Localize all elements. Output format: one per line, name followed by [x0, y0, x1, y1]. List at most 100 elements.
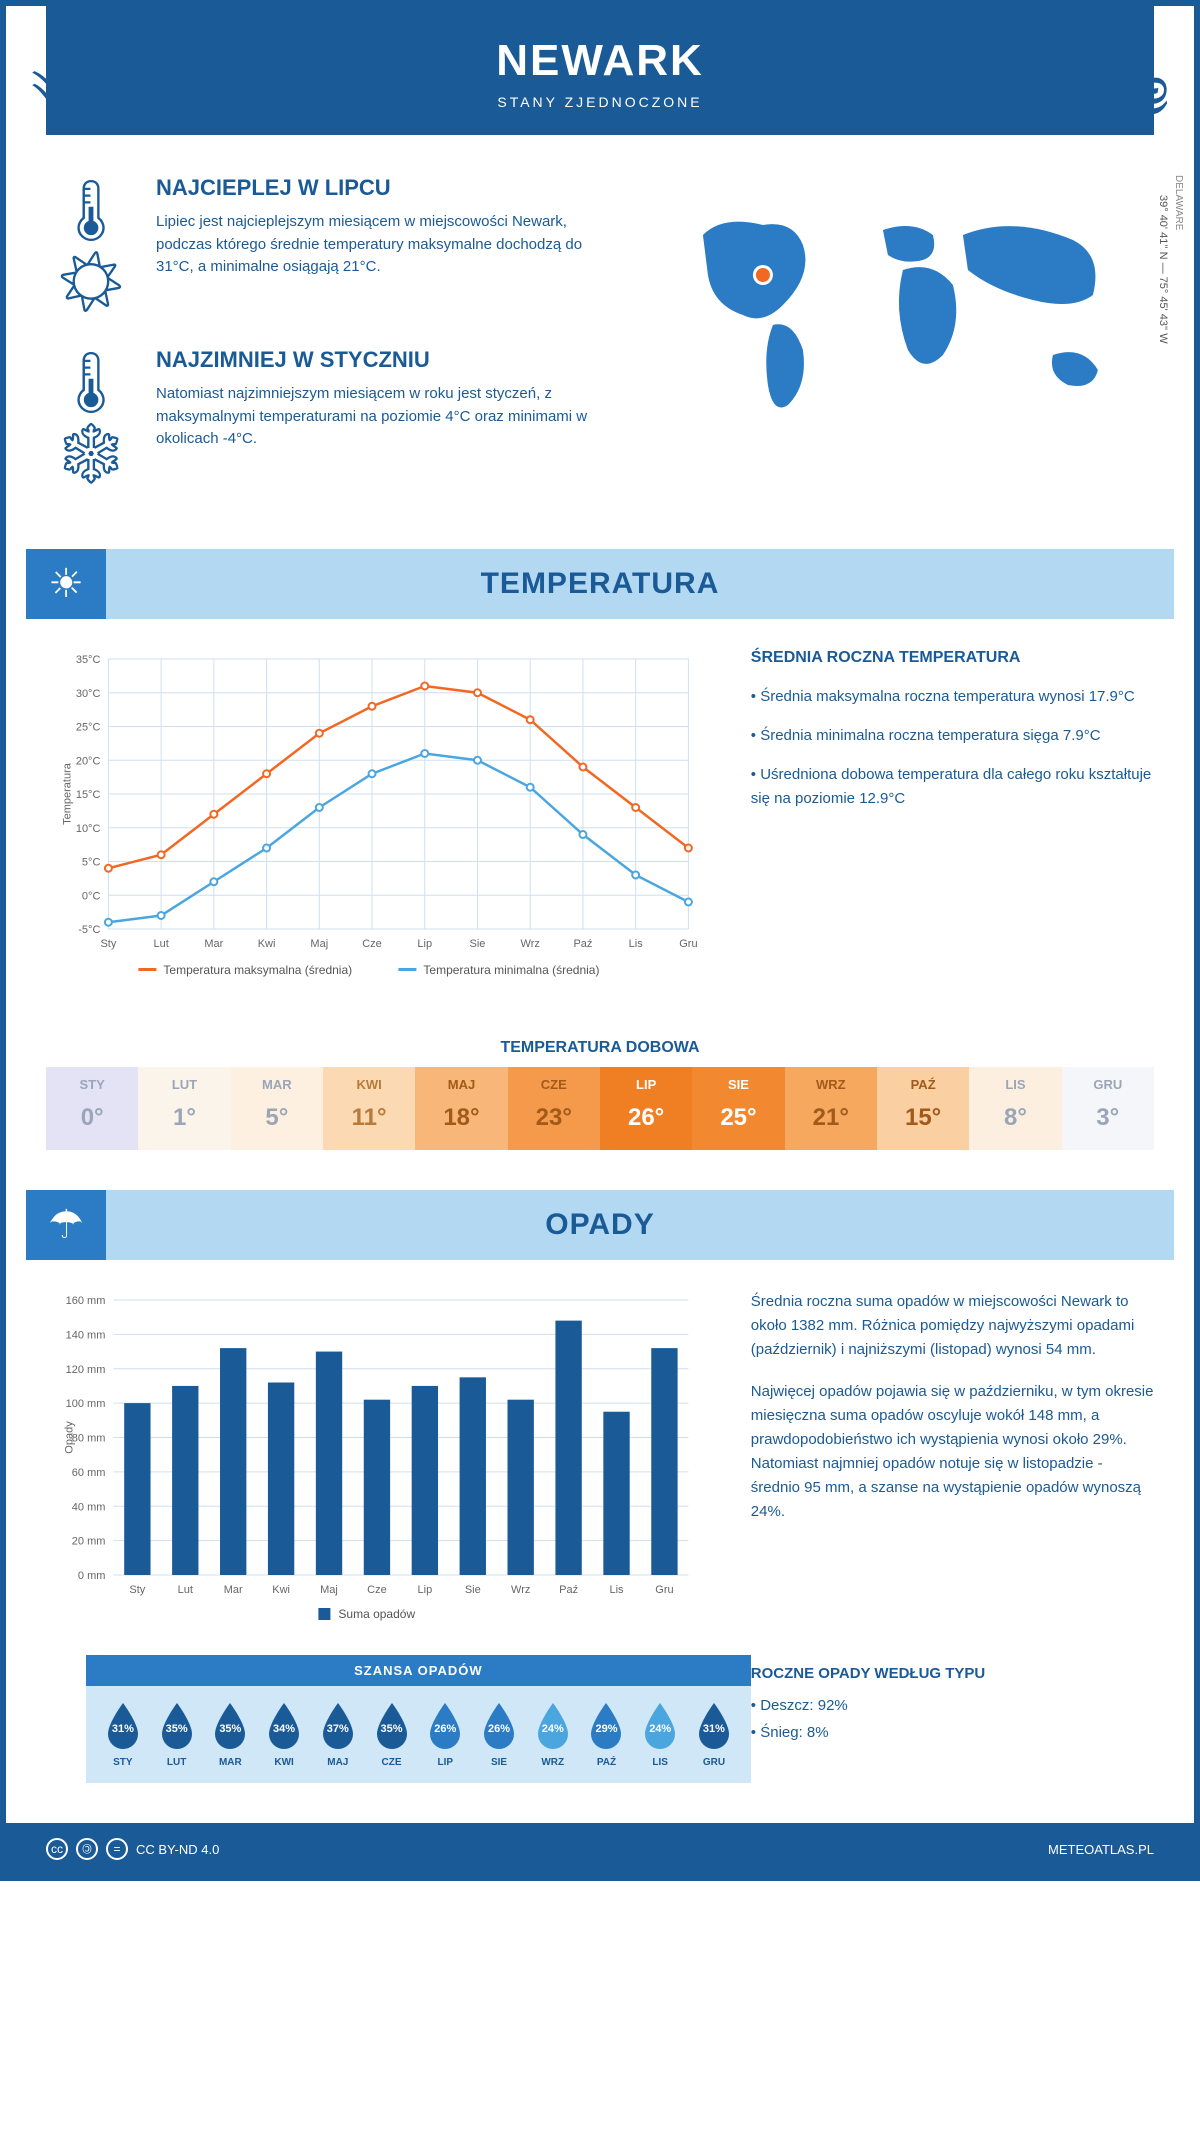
precip-para-2: Najwięcej opadów pojawia się w październ… [751, 1380, 1154, 1524]
svg-text:120 mm: 120 mm [66, 1364, 106, 1376]
temperature-section-header: ☀ TEMPERATURA [26, 549, 1174, 619]
temperature-heading: TEMPERATURA [26, 567, 1174, 601]
chance-cell: 34%KWI [257, 1701, 311, 1768]
temp-bullet: • Średnia maksymalna roczna temperatura … [751, 685, 1154, 709]
svg-text:Sty: Sty [100, 938, 116, 950]
svg-text:20 mm: 20 mm [72, 1536, 106, 1548]
daily-cell: MAJ18° [415, 1067, 507, 1150]
svg-text:25°C: 25°C [76, 722, 101, 734]
svg-text:Lip: Lip [418, 1584, 433, 1596]
svg-text:Lip: Lip [417, 938, 432, 950]
daily-cell: GRU3° [1062, 1067, 1154, 1150]
temperature-line-chart: -5°C 0°C 5°C 10°C 15°C 20°C 25°C 30°C 35°C Sty Lut… [46, 649, 711, 989]
site-name: METEOATLAS.PL [1048, 1842, 1154, 1857]
svg-text:-5°C: -5°C [78, 924, 100, 936]
chance-cell: 31%GRU [687, 1701, 741, 1768]
svg-text:160 mm: 160 mm [66, 1295, 106, 1307]
chance-heading: SZANSA OPADÓW [86, 1655, 751, 1686]
daily-cell: PAŹ15° [877, 1067, 969, 1150]
svg-text:Sie: Sie [465, 1584, 481, 1596]
hot-fact: 🌡☀ NAJCIEPLEJ W LIPCU Lipiec jest najcie… [46, 175, 622, 317]
precip-rain: • Deszcz: 92% [751, 1692, 1154, 1719]
svg-text:10°C: 10°C [76, 823, 101, 835]
precip-chance-box: SZANSA OPADÓW 31%STY35%LUT35%MAR34%KWI37… [86, 1655, 751, 1783]
svg-text:Kwi: Kwi [272, 1584, 290, 1596]
svg-text:Wrz: Wrz [511, 1584, 530, 1596]
daily-cell: LIS8° [969, 1067, 1061, 1150]
sun-icon: ☀ [26, 549, 106, 619]
coordinates: 39° 40' 41'' N — 75° 45' 43'' W [1157, 195, 1169, 344]
chance-cell: 24%WRZ [526, 1701, 580, 1768]
cold-fact: 🌡❄ NAJZIMNIEJ W STYCZNIU Natomiast najzi… [46, 347, 622, 489]
svg-text:Sie: Sie [470, 938, 486, 950]
svg-text:Maj: Maj [310, 938, 328, 950]
city-title: NEWARK [46, 36, 1154, 86]
svg-text:Suma opadów: Suma opadów [338, 1607, 415, 1621]
svg-text:Paź: Paź [559, 1584, 578, 1596]
svg-text:Lut: Lut [178, 1584, 193, 1596]
svg-text:60 mm: 60 mm [72, 1467, 106, 1479]
svg-text:Kwi: Kwi [258, 938, 276, 950]
svg-text:Temperatura minimalna (średnia: Temperatura minimalna (średnia) [423, 963, 599, 977]
precipitation-heading: OPADY [26, 1208, 1174, 1242]
daily-temp-heading: TEMPERATURA DOBOWA [6, 1024, 1194, 1067]
daily-cell: MAR5° [231, 1067, 323, 1150]
svg-text:100 mm: 100 mm [66, 1398, 106, 1410]
daily-cell: LUT1° [138, 1067, 230, 1150]
world-map [652, 175, 1154, 435]
svg-text:Cze: Cze [367, 1584, 387, 1596]
svg-text:Gru: Gru [679, 938, 697, 950]
svg-text:15°C: 15°C [76, 789, 101, 801]
svg-text:0°C: 0°C [82, 890, 101, 902]
svg-text:Mar: Mar [224, 1584, 243, 1596]
svg-text:Sty: Sty [129, 1584, 145, 1596]
svg-text:Temperatura: Temperatura [61, 762, 73, 825]
precipitation-section-header: ☂ OPADY [26, 1190, 1174, 1260]
svg-text:Opady: Opady [63, 1421, 75, 1454]
thermometer-cold-icon: 🌡❄ [46, 347, 136, 489]
daily-cell: STY0° [46, 1067, 138, 1150]
chance-cell: 35%CZE [365, 1701, 419, 1768]
chance-cell: 29%PAŹ [580, 1701, 634, 1768]
page-footer: cc🄯= CC BY-ND 4.0 METEOATLAS.PL [6, 1823, 1194, 1875]
svg-text:80 mm: 80 mm [72, 1433, 106, 1445]
precip-para-1: Średnia roczna suma opadów w miejscowośc… [751, 1290, 1154, 1362]
state-label: DELAWARE [1173, 175, 1184, 230]
svg-text:0 mm: 0 mm [78, 1570, 106, 1582]
daily-cell: CZE23° [508, 1067, 600, 1150]
daily-cell: LIP26° [600, 1067, 692, 1150]
svg-text:Paź: Paź [573, 938, 592, 950]
svg-text:Maj: Maj [320, 1584, 338, 1596]
precipitation-bar-chart: 0 mm20 mm40 mm60 mm80 mm100 mm120 mm140 … [46, 1290, 711, 1630]
temp-bullet: • Uśredniona dobowa temperatura dla całe… [751, 763, 1154, 811]
license: cc🄯= CC BY-ND 4.0 [46, 1838, 219, 1860]
svg-text:20°C: 20°C [76, 755, 101, 767]
svg-text:5°C: 5°C [82, 857, 101, 869]
svg-text:Temperatura maksymalna (średni: Temperatura maksymalna (średnia) [163, 963, 352, 977]
hot-heading: NAJCIEPLEJ W LIPCU [156, 175, 622, 201]
umbrella-icon: ☂ [26, 1190, 106, 1260]
daily-temp-grid: STY0°LUT1°MAR5°KWI11°MAJ18°CZE23°LIP26°S… [46, 1067, 1154, 1150]
hot-text: Lipiec jest najcieplejszym miesiącem w m… [156, 211, 622, 279]
cold-text: Natomiast najzimniejszym miesiącem w rok… [156, 383, 622, 451]
svg-text:Cze: Cze [362, 938, 382, 950]
daily-cell: WRZ21° [785, 1067, 877, 1150]
daily-cell: SIE25° [692, 1067, 784, 1150]
chance-cell: 35%MAR [203, 1701, 257, 1768]
country-subtitle: STANY ZJEDNOCZONE [46, 94, 1154, 110]
avg-temp-heading: ŚREDNIA ROCZNA TEMPERATURA [751, 649, 1154, 667]
chance-cell: 26%LIP [418, 1701, 472, 1768]
page-header: NEWARK STANY ZJEDNOCZONE [46, 6, 1154, 135]
svg-text:40 mm: 40 mm [72, 1501, 106, 1513]
svg-text:35°C: 35°C [76, 654, 101, 666]
chance-cell: 26%SIE [472, 1701, 526, 1768]
chance-cell: 31%STY [96, 1701, 150, 1768]
chance-cell: 37%MAJ [311, 1701, 365, 1768]
cold-heading: NAJZIMNIEJ W STYCZNIU [156, 347, 622, 373]
chance-cell: 35%LUT [150, 1701, 204, 1768]
svg-text:Lut: Lut [153, 938, 168, 950]
svg-text:30°C: 30°C [76, 688, 101, 700]
svg-text:Lis: Lis [629, 938, 644, 950]
svg-text:Wrz: Wrz [521, 938, 540, 950]
chance-cell: 24%LIS [633, 1701, 687, 1768]
